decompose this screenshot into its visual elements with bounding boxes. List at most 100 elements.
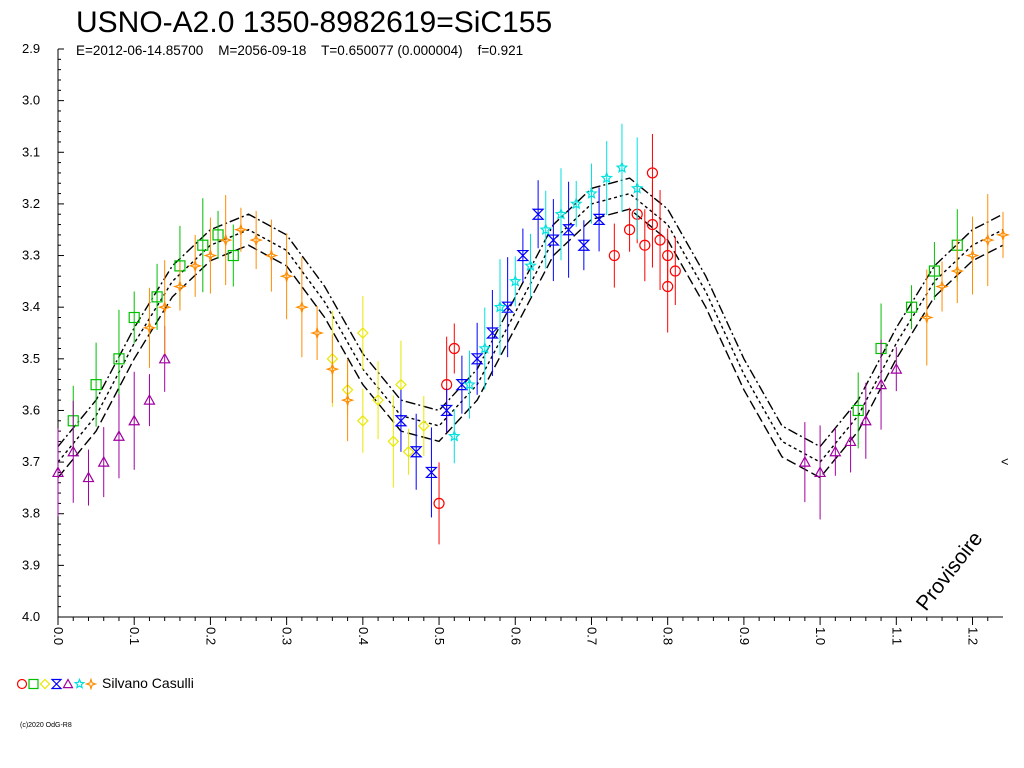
data-point bbox=[158, 352, 171, 364]
legend-markers bbox=[16, 677, 98, 691]
data-point bbox=[325, 362, 340, 376]
fit-curve bbox=[57, 177, 1004, 448]
legend-marker-square bbox=[28, 678, 39, 690]
y-tick-label: 3.6 bbox=[22, 402, 40, 417]
data-point bbox=[143, 393, 156, 405]
data-point bbox=[128, 414, 141, 426]
data-point bbox=[424, 466, 438, 479]
data-point bbox=[546, 234, 560, 246]
data-point bbox=[509, 274, 522, 287]
data-point bbox=[295, 300, 309, 315]
data-point bbox=[905, 301, 918, 313]
data-point bbox=[859, 414, 872, 426]
data-point bbox=[662, 280, 674, 293]
fit-curves bbox=[57, 177, 1004, 479]
data-point bbox=[151, 291, 163, 303]
data-point bbox=[387, 435, 400, 448]
data-point bbox=[965, 248, 980, 263]
data-point bbox=[417, 420, 430, 432]
data-point bbox=[447, 429, 461, 442]
legend-marker-cross bbox=[84, 677, 98, 691]
x-tick-label: 0.4 bbox=[356, 627, 371, 645]
data-point bbox=[440, 404, 454, 417]
data-point bbox=[623, 224, 636, 236]
data-point bbox=[531, 208, 545, 220]
data-point bbox=[470, 353, 484, 365]
data-point bbox=[615, 161, 629, 174]
y-tick-label: 2.9 bbox=[22, 41, 40, 56]
data-point bbox=[448, 342, 460, 355]
data-point bbox=[798, 455, 811, 467]
copyright-text: (c)2020 OdG-R8 bbox=[20, 722, 72, 729]
x-tick-label: 0.3 bbox=[280, 627, 295, 645]
chart-subtitle: E=2012-06-14.85700 M=2056-09-18 T=0.6500… bbox=[76, 43, 523, 58]
legend-marker-triangle bbox=[62, 678, 74, 689]
data-point bbox=[592, 213, 606, 225]
y-tick-label: 3.7 bbox=[22, 454, 40, 469]
data-point bbox=[112, 430, 125, 441]
axes: 2.9 3.0 3.1 3.2 3.3 3.4 3.5 3.6 3.7 3.8 3.9 4.0 0.0 0… bbox=[22, 41, 1003, 645]
data-point bbox=[875, 378, 888, 390]
data-point bbox=[310, 326, 325, 340]
y-tick-label: 3.9 bbox=[22, 557, 40, 572]
chart-title: USNO-A2.0 1350-8982619=SiC155 bbox=[76, 6, 552, 39]
data-point bbox=[562, 224, 576, 236]
data-point bbox=[829, 445, 842, 457]
data-point bbox=[814, 466, 827, 478]
x-tick-label: 0.8 bbox=[661, 627, 676, 645]
data-point bbox=[394, 415, 408, 427]
data-point bbox=[654, 234, 666, 246]
x-tick-label: 1.0 bbox=[813, 627, 828, 645]
series-triangle bbox=[51, 325, 903, 520]
y-tick-label: 3.8 bbox=[22, 506, 40, 521]
data-point bbox=[501, 301, 515, 313]
y-tick-label: 3.4 bbox=[22, 299, 40, 314]
data-point bbox=[128, 311, 140, 324]
data-point bbox=[950, 264, 965, 278]
data-point bbox=[928, 265, 941, 277]
data-point bbox=[478, 341, 491, 354]
data-point bbox=[980, 233, 995, 248]
data-point bbox=[51, 466, 65, 478]
data-point bbox=[577, 239, 591, 251]
data-point bbox=[844, 435, 857, 447]
data-point bbox=[203, 248, 218, 263]
data-point bbox=[402, 445, 415, 458]
data-point bbox=[97, 455, 110, 467]
legend-marker-diamond bbox=[39, 678, 51, 690]
x-tick-label: 0.0 bbox=[51, 627, 66, 645]
legend: Silvano Casulli bbox=[16, 675, 194, 691]
data-point bbox=[409, 446, 423, 458]
data-point bbox=[485, 327, 499, 339]
data-point bbox=[142, 320, 157, 335]
x-tick-label: 0.9 bbox=[737, 627, 752, 645]
fit-curve bbox=[57, 192, 1004, 463]
series-hourglass bbox=[394, 180, 606, 518]
y-tick-label: 4.0 bbox=[22, 609, 40, 624]
data-point bbox=[646, 218, 659, 231]
data-point bbox=[455, 379, 469, 391]
data-point bbox=[516, 249, 530, 262]
series-cross bbox=[142, 194, 1010, 442]
x-tick-label: 0.1 bbox=[127, 627, 142, 645]
data-point bbox=[996, 227, 1010, 242]
data-point bbox=[570, 197, 583, 210]
data-point bbox=[890, 362, 903, 374]
y-tick-label: 3.1 bbox=[22, 144, 40, 159]
data-point bbox=[463, 378, 476, 390]
data-point bbox=[372, 394, 384, 406]
y-tick-label: 3.0 bbox=[22, 93, 40, 108]
data-point bbox=[433, 497, 445, 509]
data-point bbox=[852, 404, 864, 417]
data-point bbox=[395, 378, 407, 391]
data-point bbox=[524, 259, 537, 272]
x-tick-label: 0.5 bbox=[432, 627, 447, 645]
data-point bbox=[554, 207, 568, 220]
data-point bbox=[340, 393, 355, 408]
legend-marker-star bbox=[73, 677, 86, 689]
data-point bbox=[639, 239, 651, 251]
y-tick-label: 3.3 bbox=[22, 248, 40, 263]
y-tick-label: 3.2 bbox=[22, 196, 40, 211]
data-point bbox=[919, 310, 934, 325]
